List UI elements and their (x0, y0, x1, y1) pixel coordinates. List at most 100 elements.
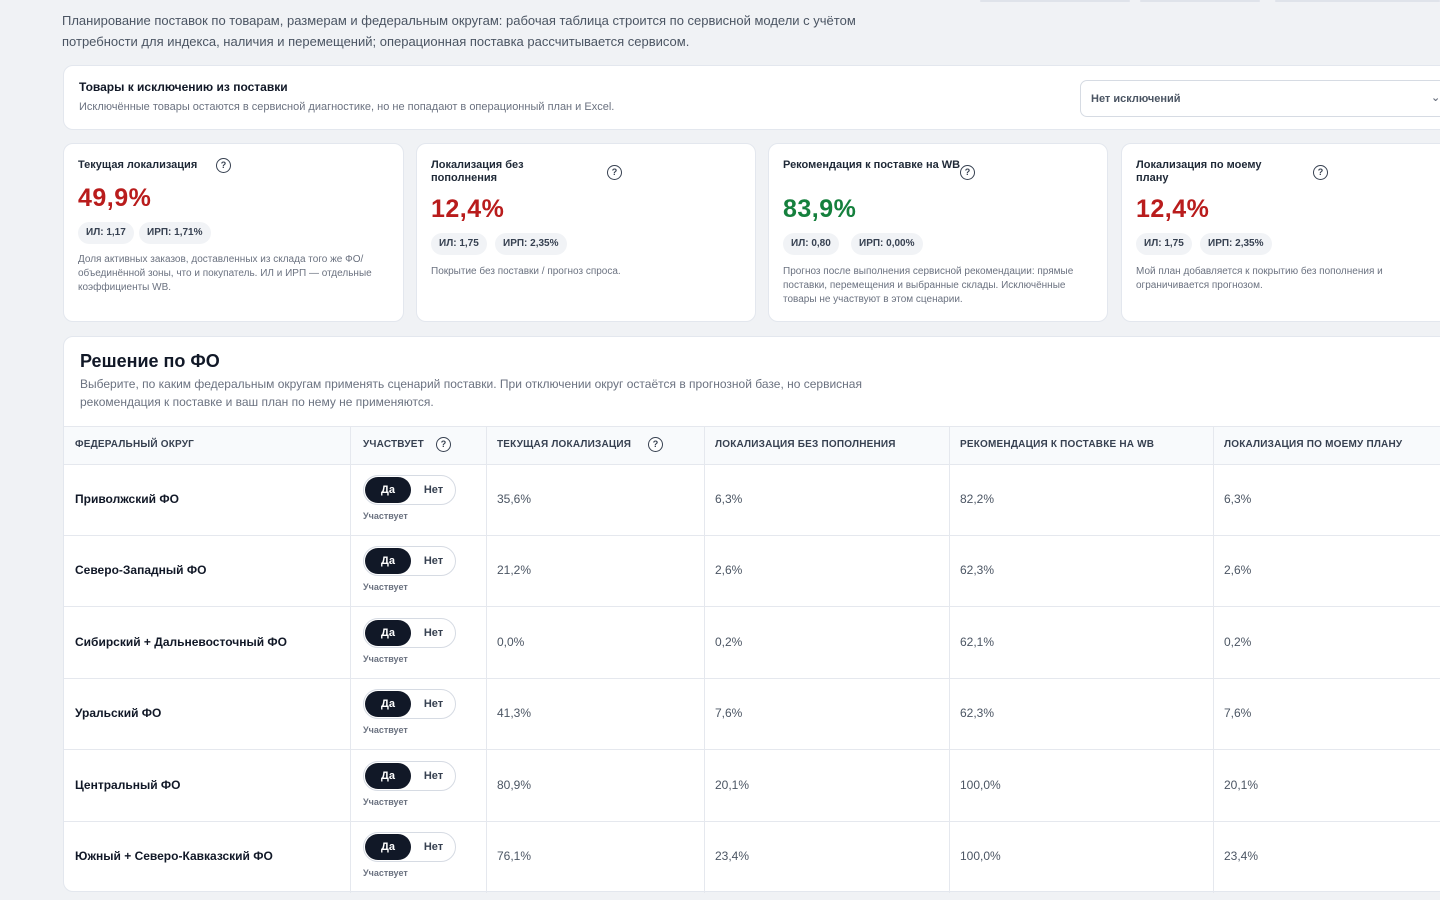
page-intro: Планирование поставок по товарам, размер… (62, 10, 962, 52)
card-note: Покрытие без поставки / прогноз спроса. (431, 266, 621, 277)
help-icon[interactable]: ? (960, 165, 975, 180)
participation-toggle[interactable]: Да Нет (363, 832, 456, 862)
intro-line-2: потребности для индекса, наличия и перем… (62, 34, 690, 49)
col-my-plan: ЛОКАЛИЗАЦИЯ ПО МОЕМУ ПЛАНУ (1224, 439, 1403, 450)
table-row: Северо-Западный ФО Да Нет Участвует 21,2% 2,6… (64, 536, 1440, 608)
help-icon[interactable]: ? (648, 437, 663, 452)
chip-irp: ИРП: 2,35% (1200, 233, 1272, 255)
column-divider (949, 426, 950, 893)
table-row: Центральный ФО Да Нет Участвует 80,9% 20,1% 10… (64, 751, 1440, 822)
card-title: Локализация по моему плану (1136, 159, 1262, 184)
col-current: ТЕКУЩАЯ ЛОКАЛИЗАЦИЯ (497, 439, 632, 450)
chip-irp: ИРП: 1,71% (139, 222, 211, 244)
table-row: Южный + Северо-Кавказский ФО Да Нет Участву… (64, 822, 1440, 893)
toggle-yes-button[interactable]: Да (365, 548, 411, 575)
chip-irp: ИРП: 0,00% (851, 233, 923, 255)
help-icon[interactable]: ? (436, 437, 451, 452)
recommend-value: 100,0% (960, 777, 1001, 792)
current-localization-value: 41,3% (497, 706, 532, 721)
card-wb-recommendation: Рекомендация к поставке на WB ? 83,9% ИЛ… (768, 143, 1108, 322)
toggle-yes-button[interactable]: Да (365, 477, 411, 503)
no-replenish-value: 6,3% (715, 492, 743, 506)
help-icon[interactable]: ? (1313, 165, 1328, 180)
current-localization-value: 21,2% (497, 563, 532, 578)
fo-title: Решение по ФО (80, 351, 220, 371)
col-recommend: РЕКОМЕНДАЦИЯ К ПОСТАВКЕ НА WB (960, 439, 1155, 450)
toggle-yes-button[interactable]: Да (365, 834, 411, 860)
card-value: 83,9% (783, 195, 857, 223)
district-name: Сибирский + Дальневосточный ФО (75, 634, 287, 649)
table-header: ФЕДЕРАЛЬНЫЙ ОКРУГ УЧАСТВУЕТ ? ТЕКУЩАЯ ЛО… (64, 426, 1440, 465)
toggle-yes-button[interactable]: Да (365, 691, 411, 718)
chip-il: ИЛ: 1,17 (78, 222, 134, 244)
column-divider (704, 426, 705, 893)
help-icon[interactable]: ? (607, 165, 622, 180)
participation-note: Участвует (363, 582, 408, 593)
card-note: Прогноз после выполнения сервисной реком… (783, 266, 1074, 305)
recommend-value: 82,2% (960, 492, 995, 506)
my-plan-value: 6,3% (1224, 492, 1252, 506)
recommend-value: 100,0% (960, 849, 1001, 863)
my-plan-value: 20,1% (1224, 777, 1259, 792)
no-replenish-value: 0,2% (715, 634, 743, 649)
my-plan-value: 2,6% (1224, 563, 1252, 578)
participation-note: Участвует (363, 796, 408, 807)
participation-note: Участвует (363, 725, 408, 736)
chevron-down-icon: ⌄ (1431, 92, 1440, 104)
column-divider (1213, 426, 1214, 893)
chip-irp: ИРП: 2,35% (495, 233, 567, 255)
exclusions-title: Товары к исключению из поставки (79, 80, 288, 94)
participation-toggle[interactable]: Да Нет (363, 617, 456, 648)
card-value: 49,9% (78, 184, 152, 212)
column-divider (350, 426, 351, 893)
district-name: Уральский ФО (75, 706, 162, 721)
participation-note: Участвует (363, 868, 408, 878)
table-row: Сибирский + Дальневосточный ФО Да Нет Участ… (64, 608, 1440, 679)
toggle-yes-button[interactable]: Да (365, 619, 411, 646)
no-replenish-value: 2,6% (715, 563, 743, 578)
exclusions-subtitle: Исключённые товары остаются в сервисной … (79, 101, 615, 113)
participation-toggle[interactable]: Да Нет (363, 760, 456, 791)
toggle-no-button[interactable]: Нет (423, 555, 444, 568)
exclusions-select[interactable]: Нет исключений ⌄ (1080, 80, 1440, 117)
chip-il: ИЛ: 1,75 (431, 233, 487, 255)
fo-subtitle: Выберите, по каким федеральным округам п… (80, 377, 862, 409)
toggle-no-button[interactable]: Нет (423, 484, 444, 496)
toggle-no-button[interactable]: Нет (423, 626, 444, 639)
col-participates: УЧАСТВУЕТ (363, 439, 424, 450)
chip-il: ИЛ: 0,80 (783, 233, 839, 255)
my-plan-value: 7,6% (1224, 706, 1252, 721)
intro-line-1: Планирование поставок по товарам, размер… (62, 13, 856, 28)
district-name: Южный + Северо-Кавказский ФО (75, 849, 273, 863)
recommend-value: 62,3% (960, 706, 995, 721)
recommend-value: 62,3% (960, 563, 995, 578)
participation-toggle[interactable]: Да Нет (363, 546, 456, 577)
card-title: Рекомендация к поставке на WB (783, 159, 961, 171)
district-name: Центральный ФО (75, 777, 181, 792)
top-strip (0, 0, 1440, 4)
chip-il: ИЛ: 1,75 (1136, 233, 1192, 255)
toggle-no-button[interactable]: Нет (423, 769, 444, 782)
participation-note: Участвует (363, 511, 408, 521)
toggle-yes-button[interactable]: Да (365, 762, 411, 789)
no-replenish-value: 23,4% (715, 849, 750, 863)
help-icon[interactable]: ? (216, 158, 231, 173)
col-no-replenish: ЛОКАЛИЗАЦИЯ БЕЗ ПОПОЛНЕНИЯ (715, 439, 896, 450)
toggle-no-button[interactable]: Нет (423, 698, 444, 711)
exclusions-panel: Товары к исключению из поставки Исключён… (63, 65, 1440, 130)
my-plan-value: 23,4% (1224, 849, 1259, 863)
toggle-no-button[interactable]: Нет (423, 841, 444, 853)
no-replenish-value: 20,1% (715, 777, 750, 792)
participation-toggle[interactable]: Да Нет (363, 689, 456, 720)
card-title: Локализация без пополнения (431, 159, 524, 184)
current-localization-value: 80,9% (497, 777, 532, 792)
card-title: Текущая локализация (78, 159, 198, 171)
table-row: Приволжский ФО Да Нет Участвует 35,6% 6,3% 82,… (64, 465, 1440, 536)
table-row: Уральский ФО Да Нет Участвует 41,3% 7,6% 62,3%… (64, 679, 1440, 751)
fo-decision-panel: Решение по ФО Выберите, по каким федерал… (63, 336, 1440, 893)
current-localization-value: 76,1% (497, 849, 532, 863)
district-name: Северо-Западный ФО (75, 563, 207, 578)
participation-toggle[interactable]: Да Нет (363, 475, 456, 505)
column-divider (486, 426, 487, 893)
col-district: ФЕДЕРАЛЬНЫЙ ОКРУГ (75, 439, 195, 450)
